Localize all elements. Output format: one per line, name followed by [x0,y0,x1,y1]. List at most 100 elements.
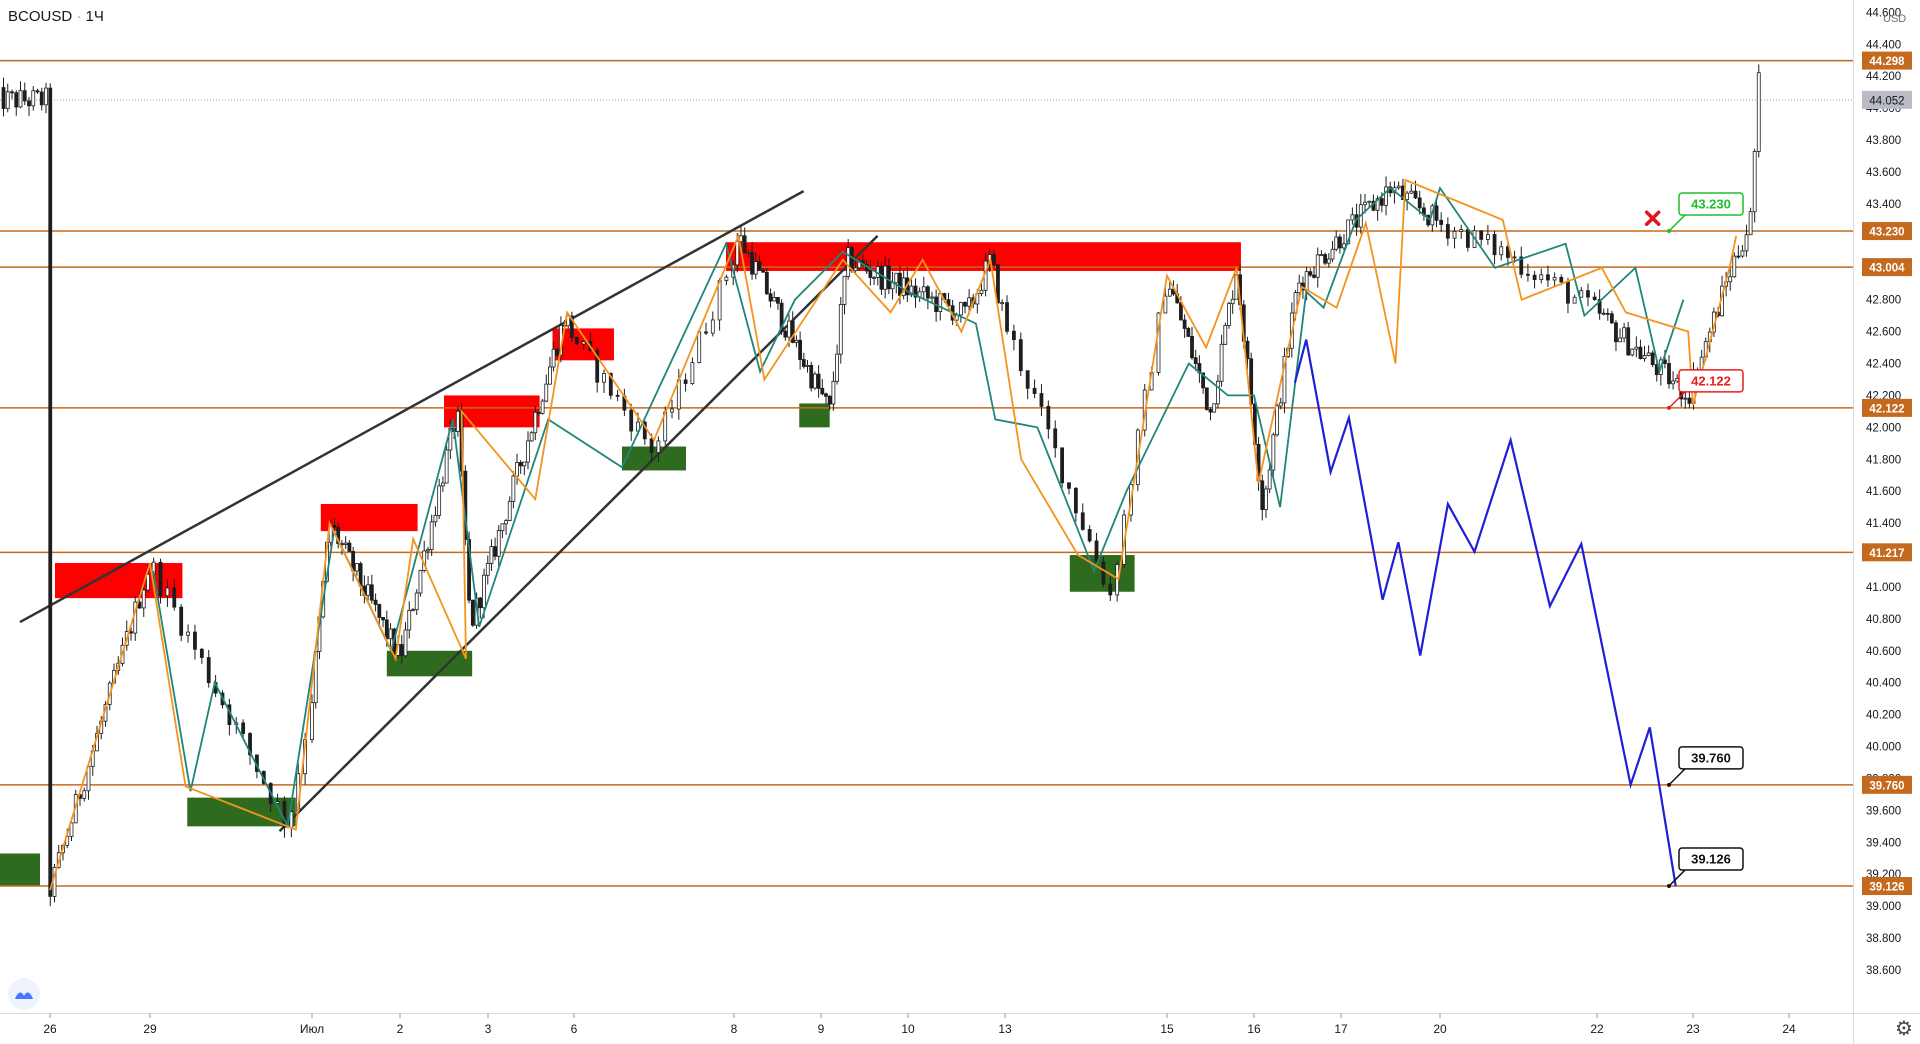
candle-body [1363,201,1367,206]
candle-body [946,299,951,307]
candle-body [1190,336,1194,359]
candle-body [790,320,795,343]
x-axis-tick-label: 9 [818,1022,825,1036]
candle-body [1609,313,1614,324]
candle-body [1379,198,1384,206]
candle-body [742,235,747,254]
candle-body [44,87,48,106]
candle-body [1532,274,1537,280]
candle-body [898,272,902,296]
candle-body [930,296,934,299]
callout-box [1678,369,1744,393]
y-axis-tick-label: 38.800 [1866,933,1901,945]
candle-body [515,462,519,477]
candle-body [717,280,722,321]
candle-body [165,587,170,597]
candle-body [991,254,996,266]
y-axis-tick-label: 38.600 [1866,965,1901,977]
candle-body [566,315,571,327]
candle-body [913,285,918,298]
candle-body [1384,186,1388,206]
callout-pointer [1668,214,1686,232]
tradingview-logo-icon[interactable] [8,978,40,1010]
x-axis-tick-label: 3 [485,1022,492,1036]
callout-anchor-dot [1667,405,1671,410]
level-price-tag-label: 43.004 [1869,263,1905,275]
candle-body [1434,205,1439,221]
candle-body [507,500,512,521]
candle-body [1201,372,1206,389]
candle-body [1413,190,1418,199]
candle-body [529,432,534,442]
candle-body [418,570,423,594]
candle-body [1566,281,1570,304]
candle-body [574,336,579,345]
candle-body [1526,273,1530,276]
y-axis-tick-label: 41.800 [1866,454,1901,466]
level-price-tag [1862,398,1912,417]
candle-body [1744,234,1749,252]
candle-body [1512,256,1517,259]
candle-body [555,348,560,356]
candle-body [772,297,777,302]
candle-body [522,461,527,467]
candle-body [1417,197,1422,209]
candle-body [1572,296,1577,304]
support-zone [0,853,40,886]
candle-body [853,267,858,272]
candle-body [1012,330,1016,341]
callout-pointer [1668,869,1686,887]
candle-body [925,286,930,299]
candle-body [1439,219,1444,225]
candle-body [901,277,906,296]
candle-body [1671,380,1675,385]
candle-body [909,285,914,296]
candle-body [1350,214,1355,221]
candle-body [649,438,654,454]
candle-body [842,275,847,305]
candle-body [403,629,408,657]
candle-body [1740,250,1745,257]
candle-body [179,606,184,636]
candle-body [1736,255,1741,258]
candle-body [1000,302,1004,305]
candle-body [1445,224,1450,239]
candle-body [411,609,415,612]
candle-body [1614,322,1618,343]
candle-body [369,584,374,601]
candle-body [478,597,483,609]
candle-body [1334,236,1339,250]
candle-body [1579,290,1584,298]
y-axis-tick-label: 43.400 [1866,199,1901,211]
candle-body [22,90,27,102]
y-axis-tick-label: 42.400 [1866,359,1901,371]
symbol-title[interactable]: BCOUSD · 1Ч [8,8,104,25]
candle-body [879,266,884,290]
candle-body [1094,540,1099,563]
candle-body [886,265,891,290]
candle-body [820,387,825,395]
candle-body [642,421,647,440]
candle-body [1552,276,1557,281]
candle-body [1323,254,1328,264]
candle-body [787,320,791,338]
candle-body [629,409,634,432]
candle-body [526,440,530,463]
candle-body [1315,254,1320,278]
candle-body [1519,256,1524,275]
candle-body [548,366,552,385]
candle-body [1193,357,1198,364]
candle-body [1506,246,1510,258]
y-axis-tick-label: 42.800 [1866,295,1901,307]
candle-body [186,631,190,636]
settings-gear-icon[interactable]: ⚙ [1895,1016,1913,1040]
candle-body [1330,248,1335,260]
candle-body [172,587,177,608]
candle-body [1375,198,1380,211]
x-axis-tick-label: Июл [300,1022,324,1036]
candle-body [779,302,784,332]
candle-body [615,394,620,397]
candle-body [1367,200,1372,203]
candle-body [407,609,412,631]
